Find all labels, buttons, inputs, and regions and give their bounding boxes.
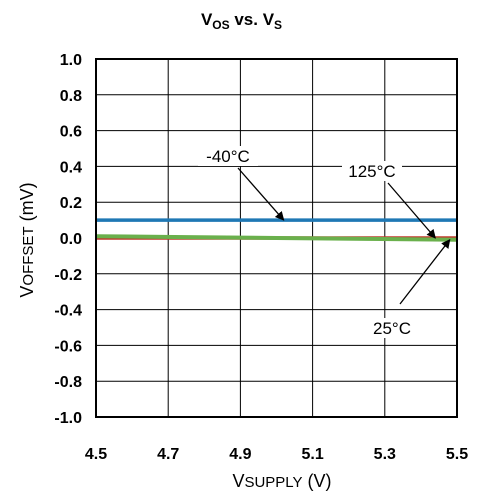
annotation-arrow	[399, 238, 451, 305]
annotation-label: 25°C	[373, 319, 411, 338]
x-tick-label: 4.7	[157, 446, 179, 463]
annotation-label-background	[198, 146, 258, 166]
x-tick-label: 5.1	[301, 446, 323, 463]
series-lines	[95, 218, 458, 242]
x-tick-labels: 4.5 4.7 4.9 5.1 5.3 5.5	[85, 446, 468, 463]
annotation-label: 125°C	[348, 162, 395, 181]
annotation-arrow	[237, 167, 285, 221]
y-tick-label: -1.0	[54, 410, 82, 427]
plot-frame	[95, 58, 458, 418]
x-axis-title: VSUPPLY (V)	[232, 471, 331, 491]
y-tick-label: 1.0	[60, 52, 82, 69]
annotation-arrow	[387, 182, 436, 239]
annotations: -40°C 125°C 25°C	[198, 146, 451, 338]
y-tick-label: 0.4	[60, 159, 82, 176]
y-tick-label: 0.0	[60, 231, 82, 248]
series-line	[95, 234, 458, 242]
x-tick-label: 4.9	[229, 446, 251, 463]
chart-title: VOS vs. VS	[200, 10, 283, 32]
x-tick-label: 4.5	[85, 446, 107, 463]
y-axis-title: VOFFSET (mV)	[17, 182, 37, 297]
annotation-label-background	[362, 318, 422, 338]
annotation-label: -40°C	[206, 147, 250, 166]
y-tick-label: 0.8	[60, 88, 82, 105]
y-tick-label: -0.8	[54, 374, 82, 391]
y-tick-labels: 1.0 0.8 0.6 0.4 0.2 0.0 -0.2 -0.4 -0.6 -0.8 -1.0	[54, 52, 82, 427]
x-tick-label: 5.5	[446, 446, 468, 463]
y-tick-label: -0.2	[54, 267, 82, 284]
annotation-label-background	[342, 161, 402, 181]
y-tick-label: -0.6	[54, 338, 82, 355]
y-tick-label: -0.4	[54, 303, 82, 320]
y-tick-label: 0.2	[60, 195, 82, 212]
y-tick-label: 0.6	[60, 124, 82, 141]
x-tick-label: 5.3	[374, 446, 396, 463]
